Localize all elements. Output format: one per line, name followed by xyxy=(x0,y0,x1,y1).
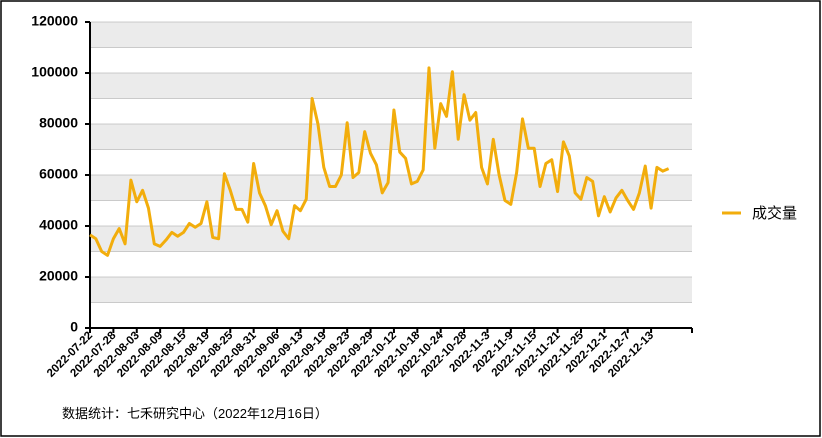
y-tick-label: 80000 xyxy=(39,115,78,131)
legend-label: 成交量 xyxy=(752,204,797,222)
y-tick-label: 40000 xyxy=(39,217,78,233)
source-note: 数据统计：七禾研究中心（2022年12月16日） xyxy=(62,406,328,421)
grid-band xyxy=(90,22,692,48)
grid-band xyxy=(90,175,692,201)
y-tick-label: 0 xyxy=(70,319,78,335)
grid-band xyxy=(90,277,692,303)
y-tick-label: 120000 xyxy=(31,13,78,29)
y-tick-label: 60000 xyxy=(39,166,78,182)
grid-band xyxy=(90,73,692,99)
y-tick-label: 20000 xyxy=(39,268,78,284)
grid-band xyxy=(90,226,692,252)
series-line xyxy=(89,66,670,257)
y-tick-label: 100000 xyxy=(31,64,78,80)
